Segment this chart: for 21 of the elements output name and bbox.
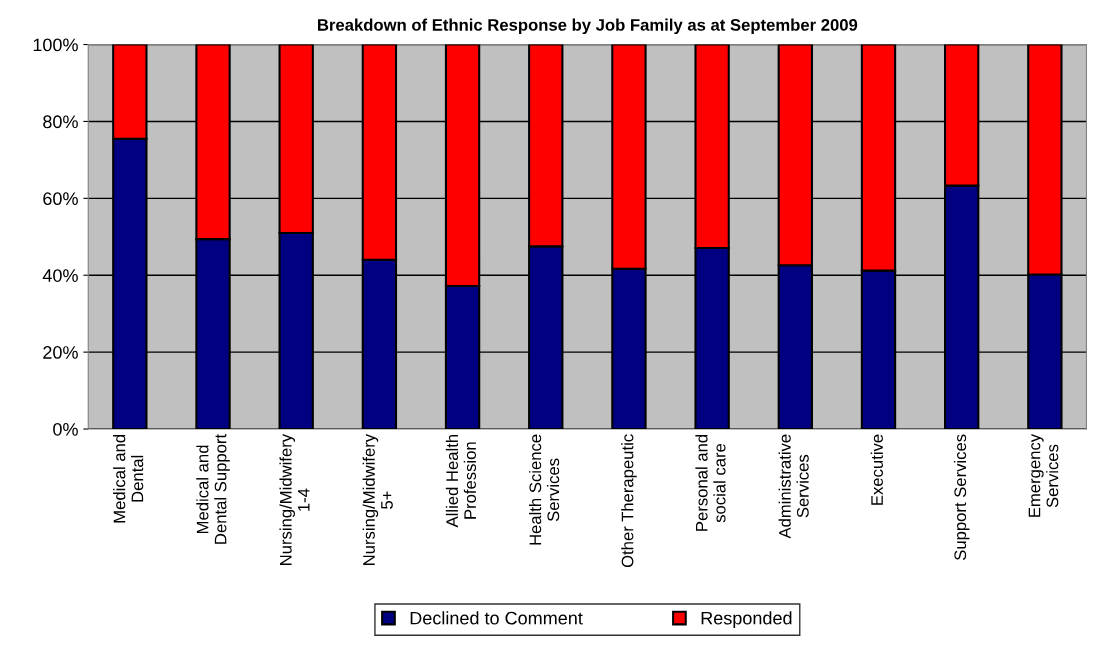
legend-label: Responded — [701, 611, 792, 629]
y-tick-label: 100% — [33, 38, 78, 52]
x-tick-label: Nursing/Midwifery 1-4 — [279, 433, 310, 565]
chart-title: Breakdown of Ethnic Response by Job Family as at September 2009 — [318, 18, 858, 35]
x-tick-label: Other Therapeutic — [621, 434, 637, 568]
x-tick-label: Nursing/Midwifery 5+ — [362, 433, 393, 565]
x-tick-label: Personal and social care — [695, 434, 726, 531]
x-tick-label: Medical and Dental Support — [196, 434, 230, 544]
x-tick-label: Support Services — [953, 434, 970, 561]
x-tick-label: Administrative Services — [778, 434, 809, 539]
x-tick-label: Medical and Dental — [113, 434, 144, 523]
x-tick-label: Health Science Services — [529, 434, 560, 545]
x-tick-label: Emergency Services — [1028, 433, 1059, 517]
y-tick-label: 80% — [43, 115, 78, 129]
y-tick-label: 20% — [43, 346, 78, 359]
y-tick-label: 0% — [53, 422, 78, 436]
x-tick-label: Allied Health Profession — [445, 434, 477, 528]
x-tick-label: Executive — [870, 434, 883, 505]
y-tick-label: 60% — [43, 192, 78, 206]
legend-label: Declined to Comment — [410, 611, 583, 625]
y-tick-label: 40% — [42, 269, 78, 282]
